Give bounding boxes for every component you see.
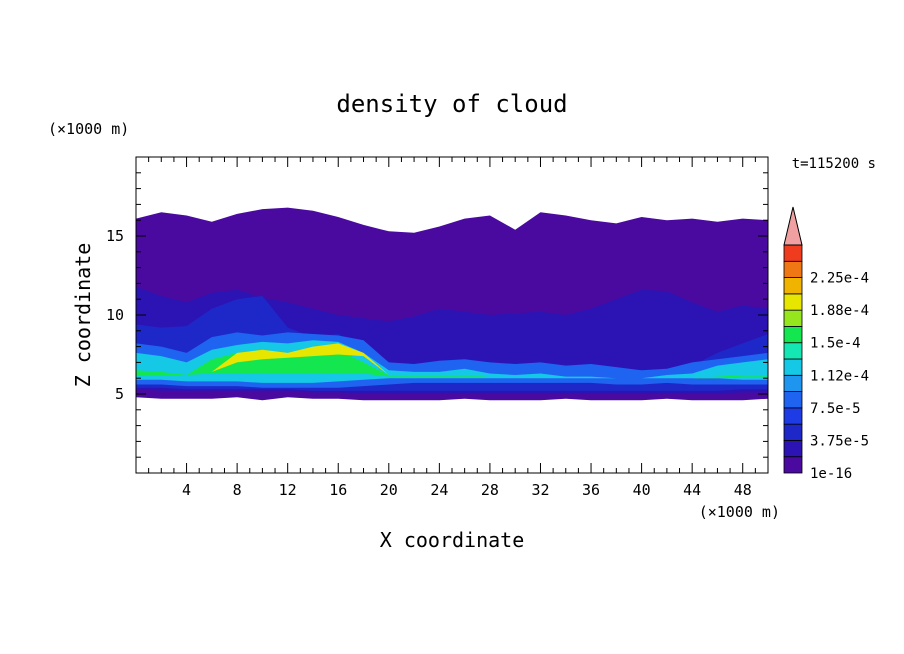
- y-axis-title: Z coordinate: [71, 243, 95, 388]
- cloud-density-field: [136, 207, 768, 401]
- x-tick-label: 20: [380, 481, 398, 499]
- colorbar-swatch: [783, 293, 803, 311]
- cloud-contour-band-6: [136, 343, 768, 379]
- colorbar-swatch: [783, 374, 803, 392]
- colorbar-swatch: [783, 407, 803, 425]
- colorbar-swatch: [783, 391, 803, 409]
- x-tick-label: 28: [481, 481, 499, 499]
- x-tick-label: 44: [683, 481, 701, 499]
- x-axis: 4 8 12 16 20 24 28 32 36 40 44 48: [148, 157, 756, 499]
- x-tick-label: 36: [582, 481, 600, 499]
- colorbar-swatch: [783, 456, 803, 474]
- colorbar-label: 3.75e-5: [810, 433, 869, 449]
- y-tick-label: 5: [115, 385, 124, 403]
- x-tick-label: 16: [329, 481, 347, 499]
- colorbar: 1e-16 3.75e-5 7.5e-5 1.12e-4 1.5e-4 1.88e-4 2.…: [783, 206, 869, 482]
- colorbar-swatch: [783, 260, 803, 278]
- colorbar-label: 1.5e-4: [810, 336, 861, 352]
- colorbar-extend-arrow: [783, 206, 803, 246]
- colorbar-swatch: [783, 342, 803, 360]
- colorbar-swatch: [783, 277, 803, 295]
- y-unit-label: (×1000 m): [48, 120, 129, 138]
- x-tick-label: 48: [734, 481, 752, 499]
- x-axis-title: X coordinate: [380, 528, 525, 552]
- y-tick-label: 10: [106, 306, 124, 324]
- x-tick-label: 4: [182, 481, 191, 499]
- time-label: t=115200 s: [792, 156, 876, 172]
- colorbar-swatch: [783, 440, 803, 458]
- chart-title: density of cloud: [336, 90, 567, 118]
- x-tick-label: 32: [531, 481, 549, 499]
- x-tick-label: 40: [633, 481, 651, 499]
- colorbar-label: 7.5e-5: [810, 401, 861, 417]
- colorbar-swatch: [783, 423, 803, 441]
- colorbar-label: 2.25e-4: [810, 271, 869, 287]
- x-tick-label: 8: [233, 481, 242, 499]
- y-axis: 5 10 15: [106, 172, 768, 458]
- x-tick-label: 12: [279, 481, 297, 499]
- colorbar-swatch: [783, 309, 803, 327]
- colorbar-swatch: [783, 358, 803, 376]
- colorbar-swatch: [783, 244, 803, 262]
- colorbar-label: 1.88e-4: [810, 303, 869, 319]
- colorbar-label: 1e-16: [810, 466, 852, 482]
- y-tick-label: 15: [106, 227, 124, 245]
- x-unit-label: (×1000 m): [699, 503, 780, 521]
- x-tick-label: 24: [430, 481, 448, 499]
- colorbar-swatch: [783, 326, 803, 344]
- colorbar-label: 1.12e-4: [810, 368, 869, 384]
